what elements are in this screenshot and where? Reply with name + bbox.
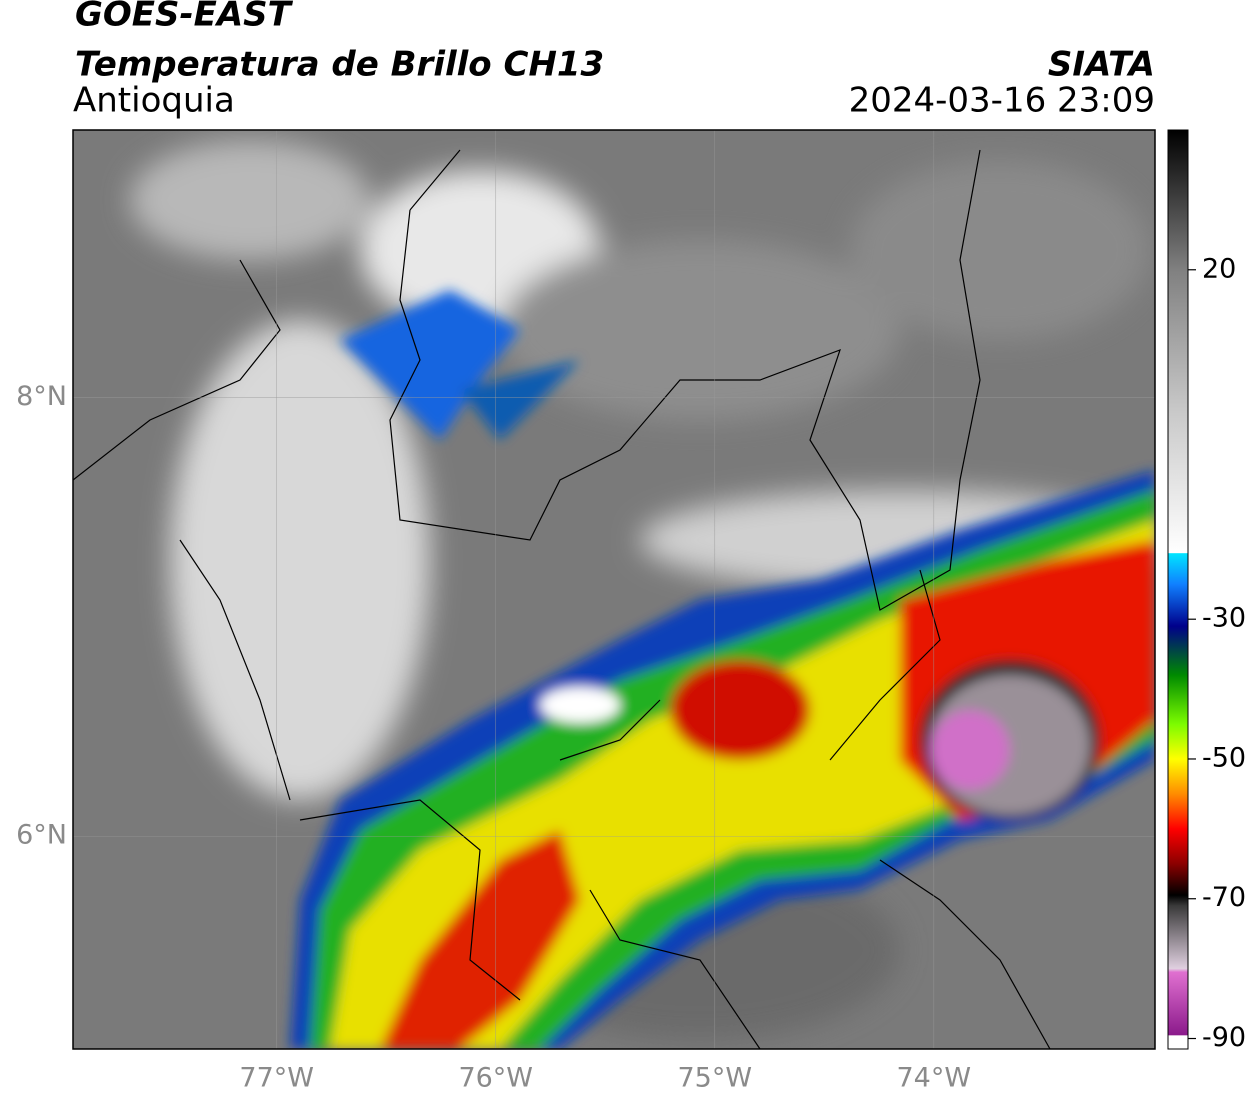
lon-tick-label: 75°W (677, 1063, 752, 1094)
lon-tick-label: 76°W (458, 1063, 533, 1094)
colorbar-tick-label: -50 (1202, 742, 1246, 773)
lon-tick-label: 77°W (239, 1063, 314, 1094)
colorbar-tick-label: -30 (1202, 603, 1246, 634)
colorbar-tick-label: -90 (1202, 1022, 1246, 1053)
graticule (73, 130, 1155, 1049)
lon-tick-label: 74°W (897, 1063, 972, 1094)
title: GOES-EAST (75, 0, 294, 35)
colorbar-tick-label: 20 (1202, 253, 1236, 284)
colorbar (1167, 129, 1189, 1050)
region: Antioquia (73, 81, 235, 121)
map-frame (72, 129, 1156, 1050)
satellite-image (73, 130, 1155, 1049)
lat-tick-label: 8°N (16, 381, 67, 412)
subtitle: Temperatura de Brillo CH13 (75, 45, 604, 85)
datetime: 2024-03-16 23:09 (849, 81, 1155, 121)
source: SIATA (1048, 45, 1155, 85)
lat-tick-label: 6°N (16, 820, 67, 851)
colorbar-tick-label: -70 (1202, 882, 1246, 913)
